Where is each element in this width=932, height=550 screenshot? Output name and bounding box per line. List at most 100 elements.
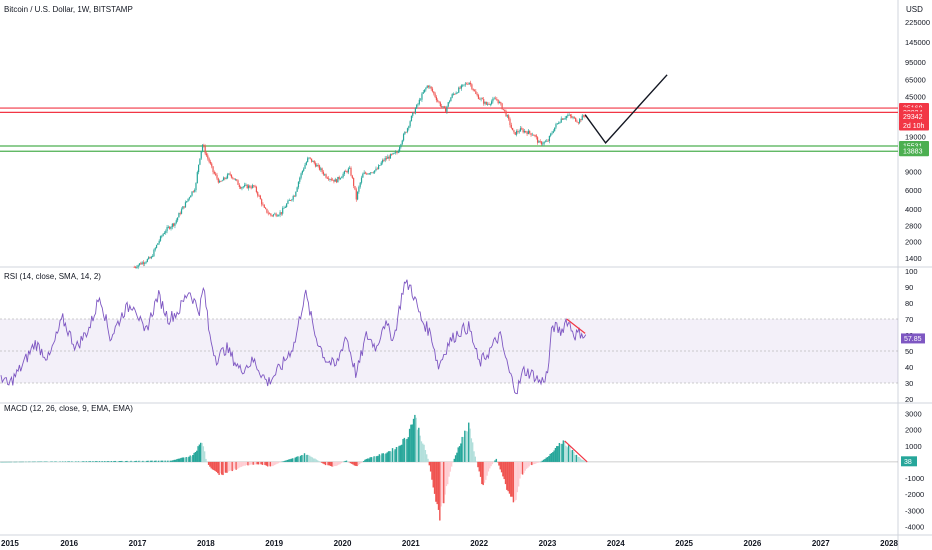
macd-bar <box>414 415 415 462</box>
macd-bar <box>260 462 261 464</box>
candle-body <box>421 94 422 100</box>
time-tick-label: 2017 <box>129 539 147 548</box>
bitcoin-chart[interactable]: Bitcoin / U.S. Dollar, 1W, BITSTAMP USD … <box>0 0 932 550</box>
candle-body <box>237 180 238 185</box>
macd-bar <box>100 461 101 462</box>
candle-body <box>306 162 307 165</box>
candle-body <box>291 199 292 200</box>
macd-bar <box>326 462 327 465</box>
candle-body <box>480 98 481 99</box>
candle-body <box>513 130 514 132</box>
macd-bar <box>461 437 462 462</box>
macd-bar <box>80 461 81 462</box>
macd-bar <box>195 452 196 462</box>
macd-bar <box>552 452 553 462</box>
candle-body <box>383 160 384 161</box>
candle-body <box>392 153 393 154</box>
macd-bar <box>506 462 507 490</box>
macd-bar <box>577 457 578 462</box>
rsi-tick-label: 20 <box>905 395 913 404</box>
macd-bar <box>393 451 394 462</box>
macd-bar <box>159 461 160 462</box>
price-tag-2d-10h: 2d 10h <box>899 120 929 130</box>
macd-bar <box>136 461 137 462</box>
candle-body <box>354 186 355 189</box>
macd-bar <box>321 462 322 463</box>
candle-body <box>247 185 248 189</box>
candle-body <box>441 106 442 107</box>
macd-bar <box>530 462 531 465</box>
macd-bar <box>87 461 88 462</box>
macd-bar <box>101 461 102 462</box>
macd-bar <box>184 458 185 462</box>
macd-bar <box>126 461 127 462</box>
candle-body <box>268 213 269 214</box>
candle-body <box>583 116 584 117</box>
macd-bar <box>412 424 413 462</box>
macd-bar <box>278 462 279 463</box>
macd-bar <box>555 448 556 462</box>
macd-bar <box>309 456 310 462</box>
candle-body <box>249 186 250 188</box>
macd-bar <box>318 461 319 462</box>
candle-body <box>370 172 371 173</box>
candle-body <box>269 213 270 214</box>
candle-body <box>253 185 254 186</box>
candle-body <box>153 250 154 257</box>
candle-body <box>427 86 428 88</box>
price-tick-label: 19000 <box>905 133 926 142</box>
candle-body <box>189 197 190 198</box>
candle-body <box>174 223 175 226</box>
macd-bar <box>203 446 204 462</box>
macd-bar <box>376 456 377 462</box>
candle-body <box>534 135 535 136</box>
candle-body <box>431 87 432 89</box>
macd-bar <box>385 453 386 462</box>
candle-body <box>369 173 370 174</box>
macd-bar <box>338 462 339 465</box>
macd-bar <box>439 462 440 521</box>
candle-body <box>358 187 359 192</box>
macd-value-text: 38 <box>904 459 912 466</box>
macd-bar <box>103 461 104 462</box>
candle-body <box>542 144 543 145</box>
candle-body <box>561 119 562 123</box>
macd-tick-label: -4000 <box>905 523 924 532</box>
macd-bar <box>563 440 564 462</box>
candle-body <box>537 137 538 142</box>
candle-body <box>252 185 253 188</box>
macd-bar <box>287 460 288 462</box>
candle-body <box>241 187 242 188</box>
candle-body <box>477 94 478 95</box>
macd-bar <box>117 461 118 462</box>
candle-body <box>258 196 259 197</box>
macd-bar <box>433 462 434 488</box>
macd-bar <box>337 462 338 465</box>
macd-bar <box>209 462 210 467</box>
macd-bar <box>422 444 423 462</box>
macd-bar <box>429 462 430 465</box>
time-tick-label: 2028 <box>880 539 898 548</box>
macd-bar <box>517 462 518 492</box>
macd-bar <box>400 445 401 462</box>
macd-bar <box>444 462 445 495</box>
candle-body <box>379 165 380 166</box>
candle-body <box>187 199 188 201</box>
macd-bar <box>299 457 300 462</box>
candle-body <box>558 123 559 124</box>
candle-body <box>436 97 437 100</box>
price-tick-label: 45000 <box>905 93 926 102</box>
candle-body <box>248 186 249 189</box>
macd-bar <box>258 462 259 465</box>
macd-bar <box>450 462 451 472</box>
macd-bar <box>571 450 572 462</box>
macd-bar <box>171 461 172 462</box>
candle-body <box>475 91 476 94</box>
candle-body <box>304 165 305 169</box>
candle-body <box>413 112 414 113</box>
candle-body <box>251 187 252 188</box>
macd-bar <box>331 462 332 467</box>
candle-body <box>399 147 400 151</box>
candle-body <box>416 105 417 109</box>
candle-body <box>374 170 375 172</box>
